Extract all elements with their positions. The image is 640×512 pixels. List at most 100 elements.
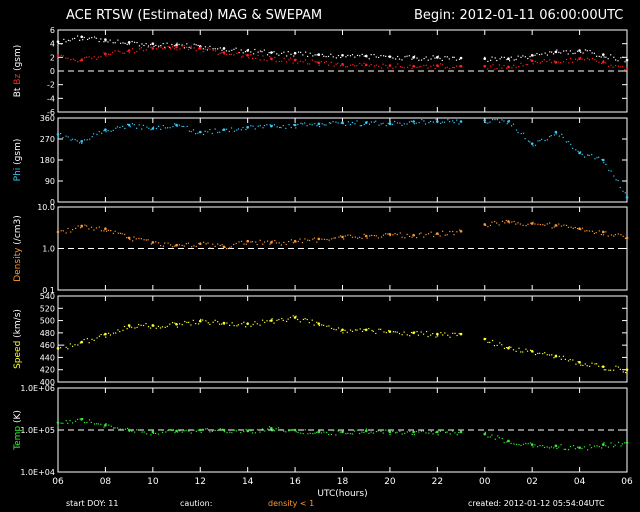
- data-point: [141, 431, 143, 433]
- data-point: [572, 52, 574, 55]
- data-point: [401, 236, 403, 238]
- data-point: [420, 232, 422, 234]
- data-point: [354, 65, 356, 67]
- data-point: [181, 244, 183, 247]
- data-point: [197, 44, 199, 47]
- data-point: [150, 43, 152, 46]
- data-point: [534, 54, 536, 56]
- data-point: [363, 431, 365, 434]
- data-point: [387, 430, 389, 432]
- data-point: [93, 229, 95, 231]
- data-point: [385, 233, 387, 235]
- data-point: [595, 60, 597, 62]
- data-point: [328, 239, 330, 241]
- data-point: [539, 223, 541, 226]
- data-point: [337, 327, 340, 329]
- data-point: [439, 63, 442, 65]
- data-point: [69, 343, 71, 345]
- data-point: [88, 419, 91, 421]
- data-point: [385, 331, 387, 334]
- data-point: [254, 432, 257, 434]
- data-point: [295, 431, 297, 433]
- data-point: [80, 140, 84, 143]
- data-point: [293, 123, 297, 127]
- data-point: [103, 426, 105, 428]
- data-point: [247, 323, 249, 325]
- data-point: [423, 120, 425, 122]
- data-point: [274, 56, 276, 59]
- data-point: [214, 50, 217, 52]
- data-point: [65, 420, 67, 422]
- data-point: [589, 365, 591, 367]
- data-point: [406, 123, 408, 125]
- data-point: [200, 131, 202, 133]
- data-point: [525, 225, 527, 227]
- data-point: [415, 430, 417, 433]
- data-point: [185, 429, 187, 431]
- data-point: [408, 235, 411, 238]
- data-point: [408, 55, 410, 57]
- data-point: [532, 55, 534, 57]
- data-point: [553, 226, 555, 228]
- data-point: [190, 432, 192, 434]
- data-point: [330, 53, 332, 55]
- y-tick-label: 420: [40, 366, 55, 375]
- data-point: [107, 130, 109, 132]
- data-point: [289, 57, 292, 59]
- data-point: [366, 121, 368, 123]
- data-point: [491, 56, 493, 58]
- data-point: [340, 122, 342, 124]
- data-point: [162, 48, 164, 50]
- data-point: [124, 127, 126, 130]
- data-point: [522, 132, 525, 134]
- data-point: [74, 138, 76, 141]
- data-point: [313, 237, 316, 239]
- data-point: [286, 55, 288, 57]
- data-point: [254, 128, 256, 130]
- data-point: [446, 66, 448, 68]
- data-point: [147, 326, 150, 328]
- data-point: [290, 53, 292, 55]
- data-point: [544, 224, 546, 226]
- data-point: [60, 422, 62, 424]
- data-point: [57, 425, 59, 427]
- data-point: [261, 51, 263, 53]
- data-point: [281, 60, 283, 63]
- data-point: [199, 46, 201, 48]
- data-point: [131, 48, 134, 50]
- data-point: [411, 236, 413, 238]
- data-point: [173, 45, 176, 47]
- data-point: [494, 220, 496, 223]
- y-tick-label: 360: [40, 114, 55, 123]
- data-point: [435, 431, 437, 433]
- data-point: [330, 433, 333, 436]
- x-tick-label: 06: [621, 477, 633, 487]
- data-point: [349, 329, 352, 331]
- data-point: [344, 329, 346, 331]
- data-point: [513, 443, 515, 445]
- data-point: [295, 127, 297, 129]
- data-point: [601, 62, 603, 64]
- data-point: [160, 46, 162, 48]
- data-point: [198, 130, 202, 134]
- data-point: [131, 240, 134, 242]
- data-point: [423, 64, 425, 67]
- data-point: [105, 336, 107, 338]
- data-point: [328, 325, 330, 327]
- data-point: [345, 124, 347, 127]
- data-point: [145, 43, 147, 45]
- data-point: [529, 349, 532, 351]
- data-point: [318, 126, 321, 128]
- data-point: [290, 429, 292, 431]
- data-point: [288, 430, 290, 432]
- data-point: [417, 334, 420, 336]
- data-point: [333, 65, 335, 67]
- data-point: [418, 66, 420, 68]
- data-point: [250, 241, 252, 243]
- data-point: [333, 429, 335, 432]
- data-point: [388, 430, 392, 434]
- data-point: [487, 436, 489, 438]
- data-point: [354, 329, 357, 331]
- data-point: [119, 51, 121, 53]
- data-point: [169, 429, 171, 431]
